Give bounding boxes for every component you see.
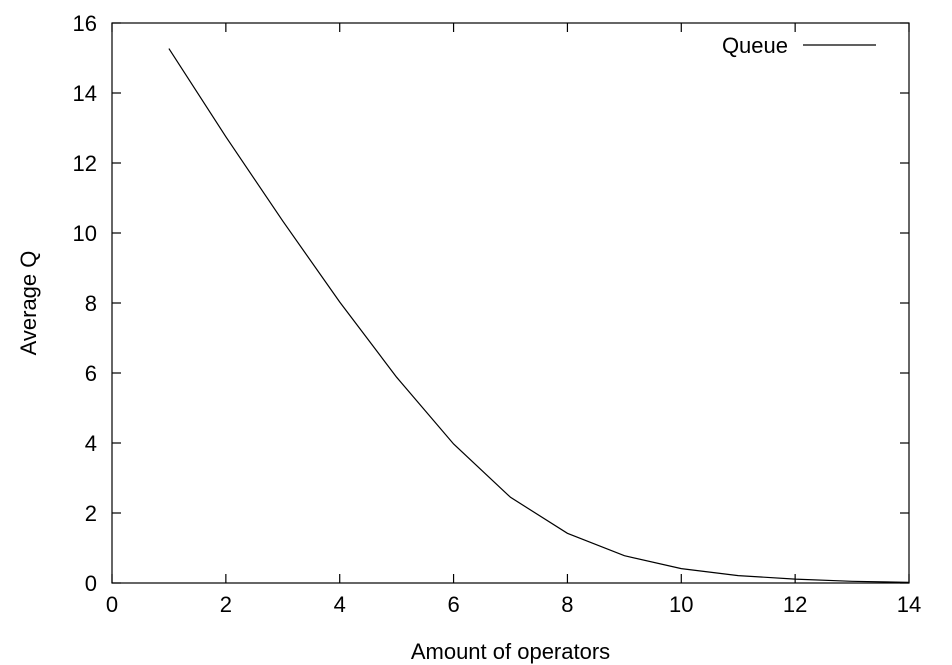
x-tick-label: 8 xyxy=(561,592,573,617)
x-tick-label: 0 xyxy=(106,592,118,617)
y-tick-label: 10 xyxy=(73,221,97,246)
legend: Queue xyxy=(722,33,876,58)
x-tick-label: 12 xyxy=(783,592,807,617)
y-tick-label: 6 xyxy=(85,361,97,386)
x-tick-label: 4 xyxy=(334,592,346,617)
x-tick-label: 14 xyxy=(897,592,921,617)
plot-frame xyxy=(111,22,910,584)
y-tick-label: 4 xyxy=(85,431,97,456)
series-line-queue xyxy=(168,48,910,583)
x-tick-label: 6 xyxy=(447,592,459,617)
y-tick-label: 16 xyxy=(73,11,97,36)
y-tick-label: 2 xyxy=(85,501,97,526)
y-axis-title: Average Q xyxy=(16,251,41,356)
y-tick-label: 12 xyxy=(73,151,97,176)
ticks-layer: 0 2 4 6 8 10 12 14 0 2 4 6 8 10 12 14 16 xyxy=(73,11,922,617)
x-axis-title: Amount of operators xyxy=(411,639,610,664)
x-tick-label: 10 xyxy=(669,592,693,617)
y-tick-label: 8 xyxy=(85,291,97,316)
y-tick-label: 14 xyxy=(73,81,97,106)
y-tick-label: 0 xyxy=(85,571,97,596)
series-layer xyxy=(168,48,910,583)
legend-label-queue: Queue xyxy=(722,33,788,58)
x-tick-label: 2 xyxy=(220,592,232,617)
